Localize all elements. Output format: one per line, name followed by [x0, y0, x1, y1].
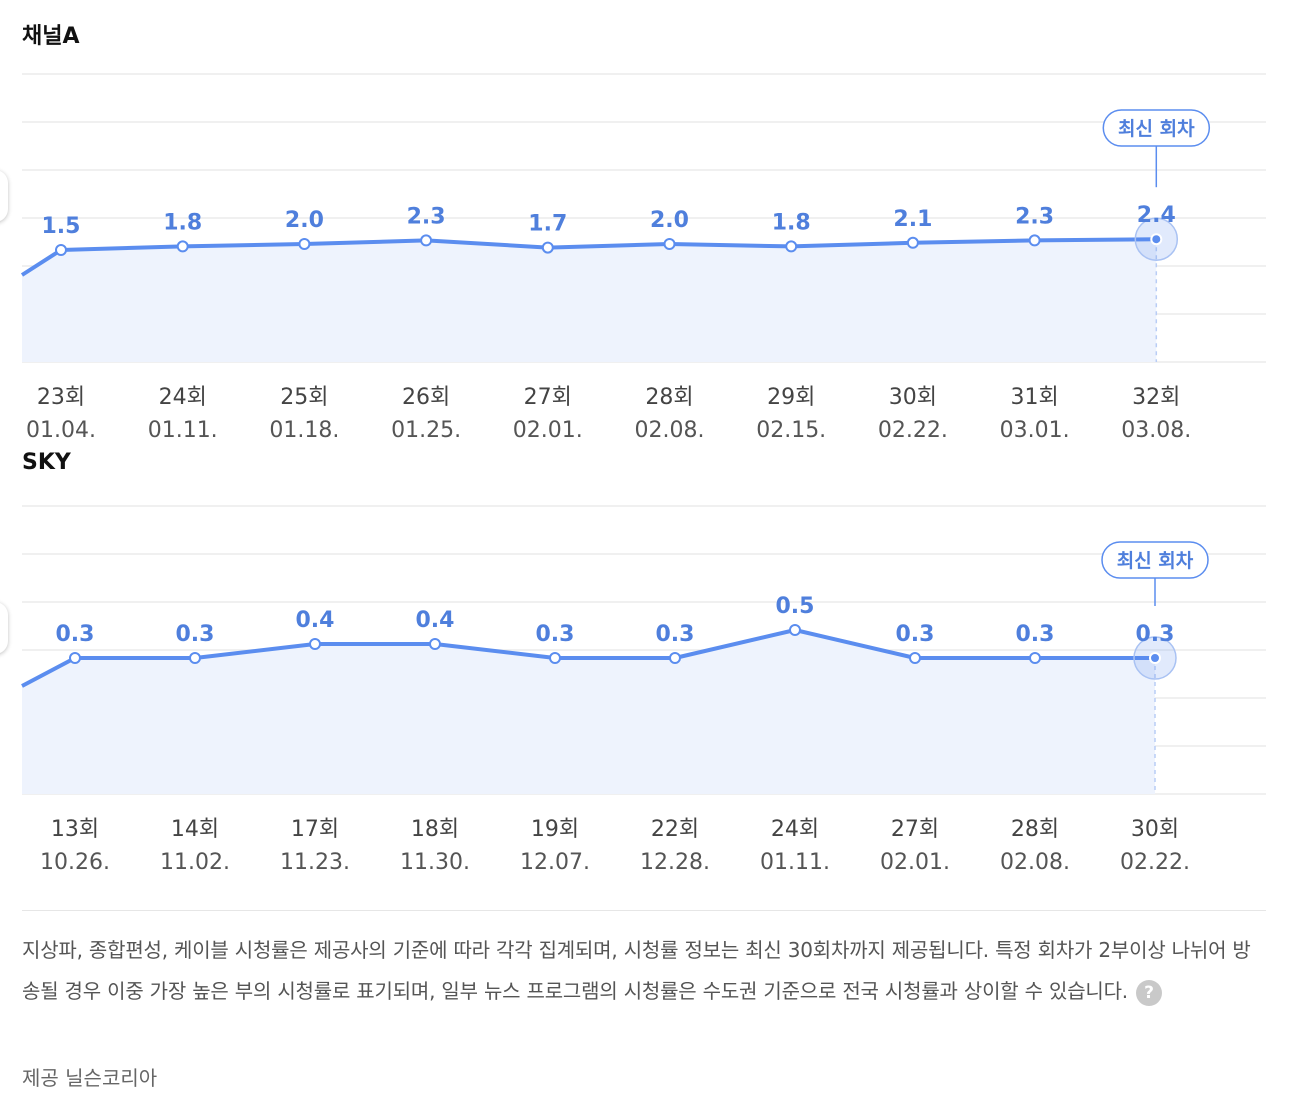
series-area [22, 630, 1155, 794]
series-area [22, 239, 1157, 362]
x-tick-date: 11.30. [400, 850, 470, 875]
data-label: 2.3 [1015, 204, 1054, 229]
x-tick-date: 01.11. [760, 850, 830, 875]
data-point[interactable] [176, 240, 189, 253]
x-tick-episode: 25회 [280, 385, 328, 410]
data-point[interactable] [1150, 233, 1163, 246]
latest-badge-label: 최신 회차 [1118, 118, 1195, 140]
x-tick-episode: 18회 [411, 817, 459, 842]
x-tick-date: 10.26. [40, 850, 110, 875]
data-label: 2.1 [893, 207, 932, 232]
x-tick-episode: 30회 [889, 385, 937, 410]
data-point[interactable] [309, 638, 321, 650]
data-point[interactable] [789, 624, 801, 636]
data-label: 1.8 [163, 210, 202, 235]
data-point[interactable] [1029, 652, 1041, 664]
data-label: 0.3 [56, 622, 95, 647]
data-label: 2.3 [407, 204, 446, 229]
x-tick-episode: 13회 [51, 817, 99, 842]
ratings-note: 지상파, 종합편성, 케이블 시청률은 제공사의 기준에 따라 각각 집계되며,… [22, 930, 1262, 1012]
data-point[interactable] [549, 652, 561, 664]
x-tick-episode: 32회 [1132, 385, 1180, 410]
data-point[interactable] [1149, 652, 1161, 664]
data-label: 0.3 [656, 622, 695, 647]
data-label: 0.3 [1136, 622, 1175, 647]
data-point[interactable] [55, 244, 67, 256]
data-provider: 제공 닐슨코리아 [22, 1066, 158, 1090]
x-tick-episode: 29회 [767, 385, 815, 410]
x-tick-episode: 28회 [645, 385, 693, 410]
x-tick-episode: 27회 [524, 385, 572, 410]
x-tick-date: 03.08. [1121, 418, 1191, 443]
x-tick-episode: 22회 [651, 817, 699, 842]
x-tick-date: 02.22. [878, 418, 948, 443]
x-tick-episode: 26회 [402, 385, 450, 410]
x-tick-episode: 24회 [159, 385, 207, 410]
data-label: 0.3 [176, 622, 215, 647]
x-tick-date: 12.07. [520, 850, 590, 875]
chart-title-channel-a: 채널A [22, 24, 80, 49]
data-label: 0.3 [1016, 622, 1055, 647]
x-tick-date: 02.15. [756, 418, 826, 443]
data-label: 1.8 [772, 210, 811, 235]
x-tick-episode: 30회 [1131, 817, 1179, 842]
ratings-chart-sky: 0.3 0.3 0.4 0.4 0.3 0.3 0.5 0.3 0.3 0.3 최신 회차 13회 10… [21, 505, 1266, 875]
chart-title-sky: SKY [22, 450, 71, 475]
x-tick-date: 02.01. [513, 418, 583, 443]
data-point[interactable] [669, 652, 681, 664]
x-tick-date: 01.04. [26, 418, 96, 443]
x-tick-episode: 27회 [891, 817, 939, 842]
ratings-chart-channel-a: 1.5 1.8 2.0 2.3 1.7 2.0 1.8 2.1 2.3 2.4 최신 회차 23회 01… [20, 73, 1266, 443]
data-point[interactable] [663, 238, 676, 250]
data-point[interactable] [785, 240, 798, 253]
x-tick-date: 11.02. [160, 850, 230, 875]
x-tick-date: 11.23. [280, 850, 350, 875]
divider [22, 910, 1266, 911]
x-tick-episode: 17회 [291, 817, 339, 842]
data-label: 0.3 [536, 622, 575, 647]
x-tick-date: 01.18. [269, 418, 339, 443]
x-tick-date: 01.11. [148, 418, 218, 443]
x-tick-date: 02.08. [1000, 850, 1070, 875]
data-point[interactable] [189, 652, 201, 664]
data-label: 0.3 [896, 622, 935, 647]
x-tick-date: 12.28. [640, 850, 710, 875]
ratings-note-text: 지상파, 종합편성, 케이블 시청률은 제공사의 기준에 따라 각각 집계되며,… [22, 938, 1251, 1003]
x-tick-episode: 14회 [171, 817, 219, 842]
x-tick-episode: 24회 [771, 817, 819, 842]
x-tick-date: 02.08. [635, 418, 705, 443]
x-tick-episode: 23회 [37, 385, 85, 410]
data-point[interactable] [429, 638, 441, 650]
x-tick-date: 02.22. [1120, 850, 1190, 875]
data-label: 1.5 [42, 214, 81, 239]
data-label: 2.0 [285, 208, 324, 233]
data-point[interactable] [69, 652, 81, 664]
latest-badge [1102, 109, 1211, 147]
data-point[interactable] [298, 238, 311, 250]
latest-badge-label: 최신 회차 [1117, 550, 1194, 572]
data-label: 0.4 [416, 608, 455, 633]
data-label: 0.4 [296, 608, 335, 633]
data-point[interactable] [906, 236, 919, 249]
data-point[interactable] [420, 234, 433, 247]
scroll-left-handle[interactable] [0, 170, 8, 222]
x-tick-episode: 19회 [531, 817, 579, 842]
help-icon[interactable]: ? [1135, 979, 1162, 1006]
data-label: 2.4 [1137, 203, 1176, 228]
latest-badge [1101, 541, 1209, 579]
x-tick-date: 03.01. [1000, 418, 1070, 443]
x-tick-episode: 31회 [1010, 385, 1058, 410]
x-tick-date: 01.25. [391, 418, 461, 443]
data-point[interactable] [1028, 234, 1041, 247]
data-label: 2.0 [650, 208, 689, 233]
data-label: 0.5 [776, 594, 815, 619]
data-label: 1.7 [528, 212, 567, 237]
scroll-left-handle[interactable] [0, 602, 8, 654]
data-point[interactable] [909, 652, 921, 664]
x-tick-episode: 28회 [1011, 817, 1059, 842]
data-point[interactable] [541, 241, 554, 254]
x-tick-date: 02.01. [880, 850, 950, 875]
